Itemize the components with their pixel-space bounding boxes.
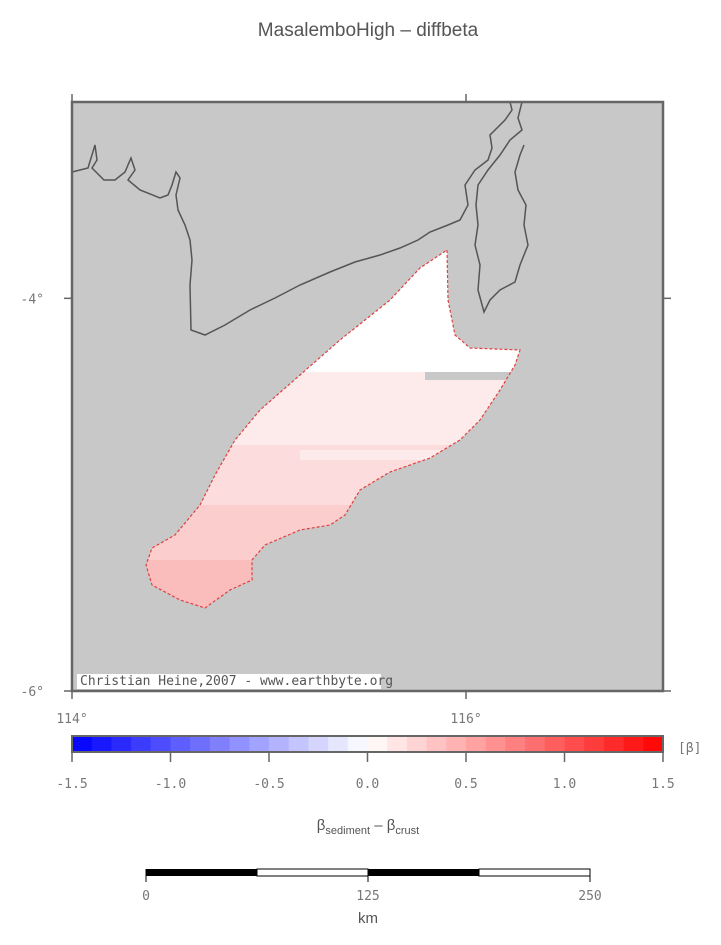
coastline — [71, 101, 513, 336]
colorbar-tick-label: 0.0 — [356, 777, 379, 792]
colorbar-cell — [603, 736, 625, 752]
colorbar-label: βsediment – βcrust — [317, 817, 419, 837]
colorbar-cell — [229, 736, 250, 752]
colorbar-cell — [505, 736, 526, 752]
colorbar-cell — [72, 736, 93, 752]
scalebar-label: 250 — [578, 889, 601, 904]
colorbar-tick-label: -1.0 — [155, 777, 186, 792]
colorbar-cell — [150, 736, 171, 752]
colorbar-cell — [623, 736, 644, 752]
colorbar-cell — [544, 736, 565, 752]
colorbar-cell — [288, 736, 309, 752]
map-frame — [70, 100, 665, 693]
colorbar-tick-label: -0.5 — [253, 777, 284, 792]
colorbar-unit: [β] — [678, 741, 701, 756]
lon-label: 116° — [450, 712, 481, 727]
colorbar-cell — [446, 736, 467, 752]
colorbar-tick-label: 1.5 — [651, 777, 674, 792]
colorbar-cell — [328, 736, 349, 752]
colorbar-cell — [387, 736, 408, 752]
colorbar-cell — [525, 736, 546, 752]
credit-box — [77, 674, 381, 689]
lon-label: 114° — [56, 712, 87, 727]
colorbar-cell — [406, 736, 428, 752]
coastline — [474, 101, 529, 315]
scalebar-segment — [478, 868, 591, 877]
colorbar-cell — [111, 736, 132, 752]
colorbar — [72, 736, 664, 752]
colorbar-cell — [249, 736, 270, 752]
colorbar-tick-label: 1.0 — [553, 777, 576, 792]
colorbar-cell — [466, 736, 487, 752]
colorbar-tick-label: 0.5 — [454, 777, 477, 792]
scalebar-segment — [146, 869, 257, 876]
scalebar-segment — [368, 869, 479, 876]
colorbar-cell — [190, 736, 211, 752]
lat-label: -4° — [21, 292, 44, 307]
scalebar-label: 0 — [142, 889, 150, 904]
colorbar-cell — [91, 736, 112, 752]
basin-outline — [145, 248, 521, 609]
colorbar-cell — [269, 736, 290, 752]
colorbar-cell — [170, 736, 191, 752]
colorbar-cell — [564, 736, 585, 752]
colorbar-cell — [426, 736, 447, 752]
colorbar-cell — [209, 736, 231, 752]
colorbar-cell — [308, 736, 329, 752]
scalebar-label: 125 — [356, 889, 379, 904]
colorbar-tick-label: -1.5 — [56, 777, 87, 792]
scalebar-segment — [256, 868, 369, 877]
colorbar-cell — [584, 736, 605, 752]
colorbar-cell — [131, 736, 152, 752]
colorbar-cell — [485, 736, 506, 752]
colorbar-cell — [643, 736, 664, 752]
credit: Christian Heine,2007 - www.earthbyte.org — [80, 674, 393, 689]
scalebar-unit: km — [358, 910, 378, 927]
colorbar-cell — [367, 736, 388, 752]
title: MasalemboHigh – diffbeta — [258, 20, 479, 41]
lat-label: -6° — [21, 685, 44, 700]
colorbar-cell — [347, 736, 368, 752]
